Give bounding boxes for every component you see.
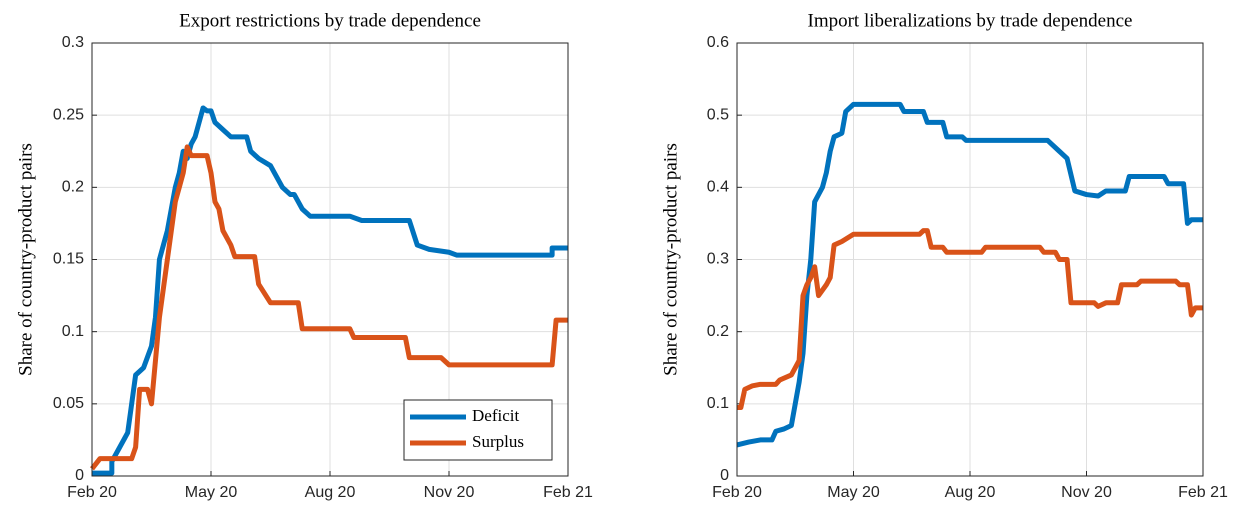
data-line [737, 228, 1203, 410]
data-line [92, 105, 568, 476]
y-tick-label: 0 [75, 467, 84, 484]
x-tick-label: Feb 20 [712, 484, 762, 501]
y-tick-label: 0.5 [707, 106, 729, 123]
x-tick-label: Nov 20 [1061, 484, 1112, 501]
legend-label: Surplus [472, 432, 524, 451]
x-tick-label: Aug 20 [305, 484, 356, 501]
axes-frame [91, 42, 569, 477]
chart-title: Import liberalizations by trade dependen… [808, 10, 1133, 31]
y-tick-label: 0.1 [707, 395, 729, 412]
y-tick-label: 0.3 [62, 34, 84, 51]
y-axis-label: Share of country-product pairs [660, 143, 681, 376]
plot: Feb 20 May 20 Aug 20 Nov 20 Feb 21 0 0.1 0.2 0.3… [660, 10, 1228, 501]
x-tick-label: Feb 20 [67, 484, 117, 501]
x-tick-label: May 20 [827, 484, 880, 501]
y-tick-label: 0.1 [62, 323, 84, 340]
x-tick-label: Aug 20 [945, 484, 996, 501]
data-line [90, 144, 568, 471]
x-tick-label: Feb 21 [1178, 484, 1228, 501]
x-tick-label: Nov 20 [424, 484, 475, 501]
y-tick-label: 0.4 [707, 179, 729, 196]
legend-box [403, 399, 553, 461]
y-tick-label: 0.05 [53, 395, 84, 412]
axes-frame [736, 42, 1204, 477]
y-tick-label: 0.2 [707, 323, 729, 340]
legend: Deficit Surplus [403, 399, 553, 461]
y-tick-label: 0.25 [53, 106, 84, 123]
x-tick-label: Feb 21 [543, 484, 593, 501]
y-tick-label: 0.2 [62, 179, 84, 196]
y-tick-label: 0.15 [53, 251, 84, 268]
y-tick-label: 0.6 [707, 34, 729, 51]
chart-title: Export restrictions by trade dependence [179, 10, 481, 31]
plot: Feb 20 May 20 Aug 20 Nov 20 Feb 21 0 0.05 0.1 0.… [15, 10, 593, 501]
data-line [736, 101, 1203, 448]
y-tick-label: 0 [720, 467, 729, 484]
y-tick-label: 0.3 [707, 251, 729, 268]
y-axis-label: Share of country-product pairs [15, 143, 36, 376]
legend-label: Deficit [472, 406, 519, 425]
x-tick-label: May 20 [185, 484, 238, 501]
